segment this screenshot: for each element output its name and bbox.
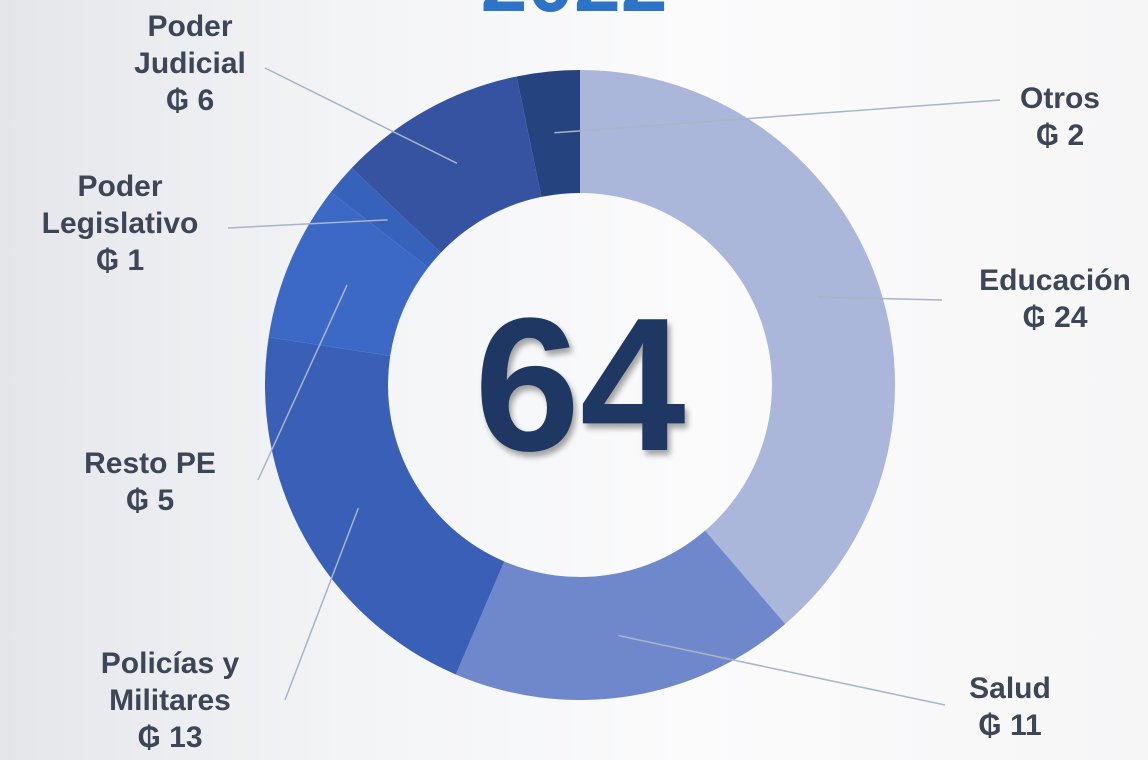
slice-label: Educación₲ 24: [960, 262, 1148, 336]
slice-label: Poder Legislativo₲ 1: [0, 168, 240, 279]
page: 2022 64 Educación₲ 24Salud₲ 11Policías y…: [0, 0, 1148, 760]
category-label: Otros: [1000, 80, 1120, 117]
slice-label: Resto PE₲ 5: [50, 445, 250, 519]
category-label: Resto PE: [50, 445, 250, 482]
slice-label: Otros₲ 2: [1000, 80, 1120, 154]
slice-label: Policías y Militares₲ 13: [60, 645, 280, 756]
value-label: ₲ 2: [1000, 117, 1120, 154]
category-label: Poder Legislativo: [0, 168, 240, 242]
slice-label: Salud₲ 11: [930, 670, 1090, 744]
value-label: ₲ 6: [110, 82, 270, 119]
slice-label: Poder Judicial₲ 6: [110, 8, 270, 119]
category-label: Salud: [930, 670, 1090, 707]
value-label: ₲ 5: [50, 482, 250, 519]
value-label: ₲ 24: [960, 299, 1148, 336]
value-label: ₲ 13: [60, 719, 280, 756]
category-label: Poder Judicial: [110, 8, 270, 82]
value-label: ₲ 11: [930, 707, 1090, 744]
category-label: Policías y Militares: [60, 645, 280, 719]
value-label: ₲ 1: [0, 242, 240, 279]
total-label: 64: [380, 290, 780, 480]
category-label: Educación: [960, 262, 1148, 299]
